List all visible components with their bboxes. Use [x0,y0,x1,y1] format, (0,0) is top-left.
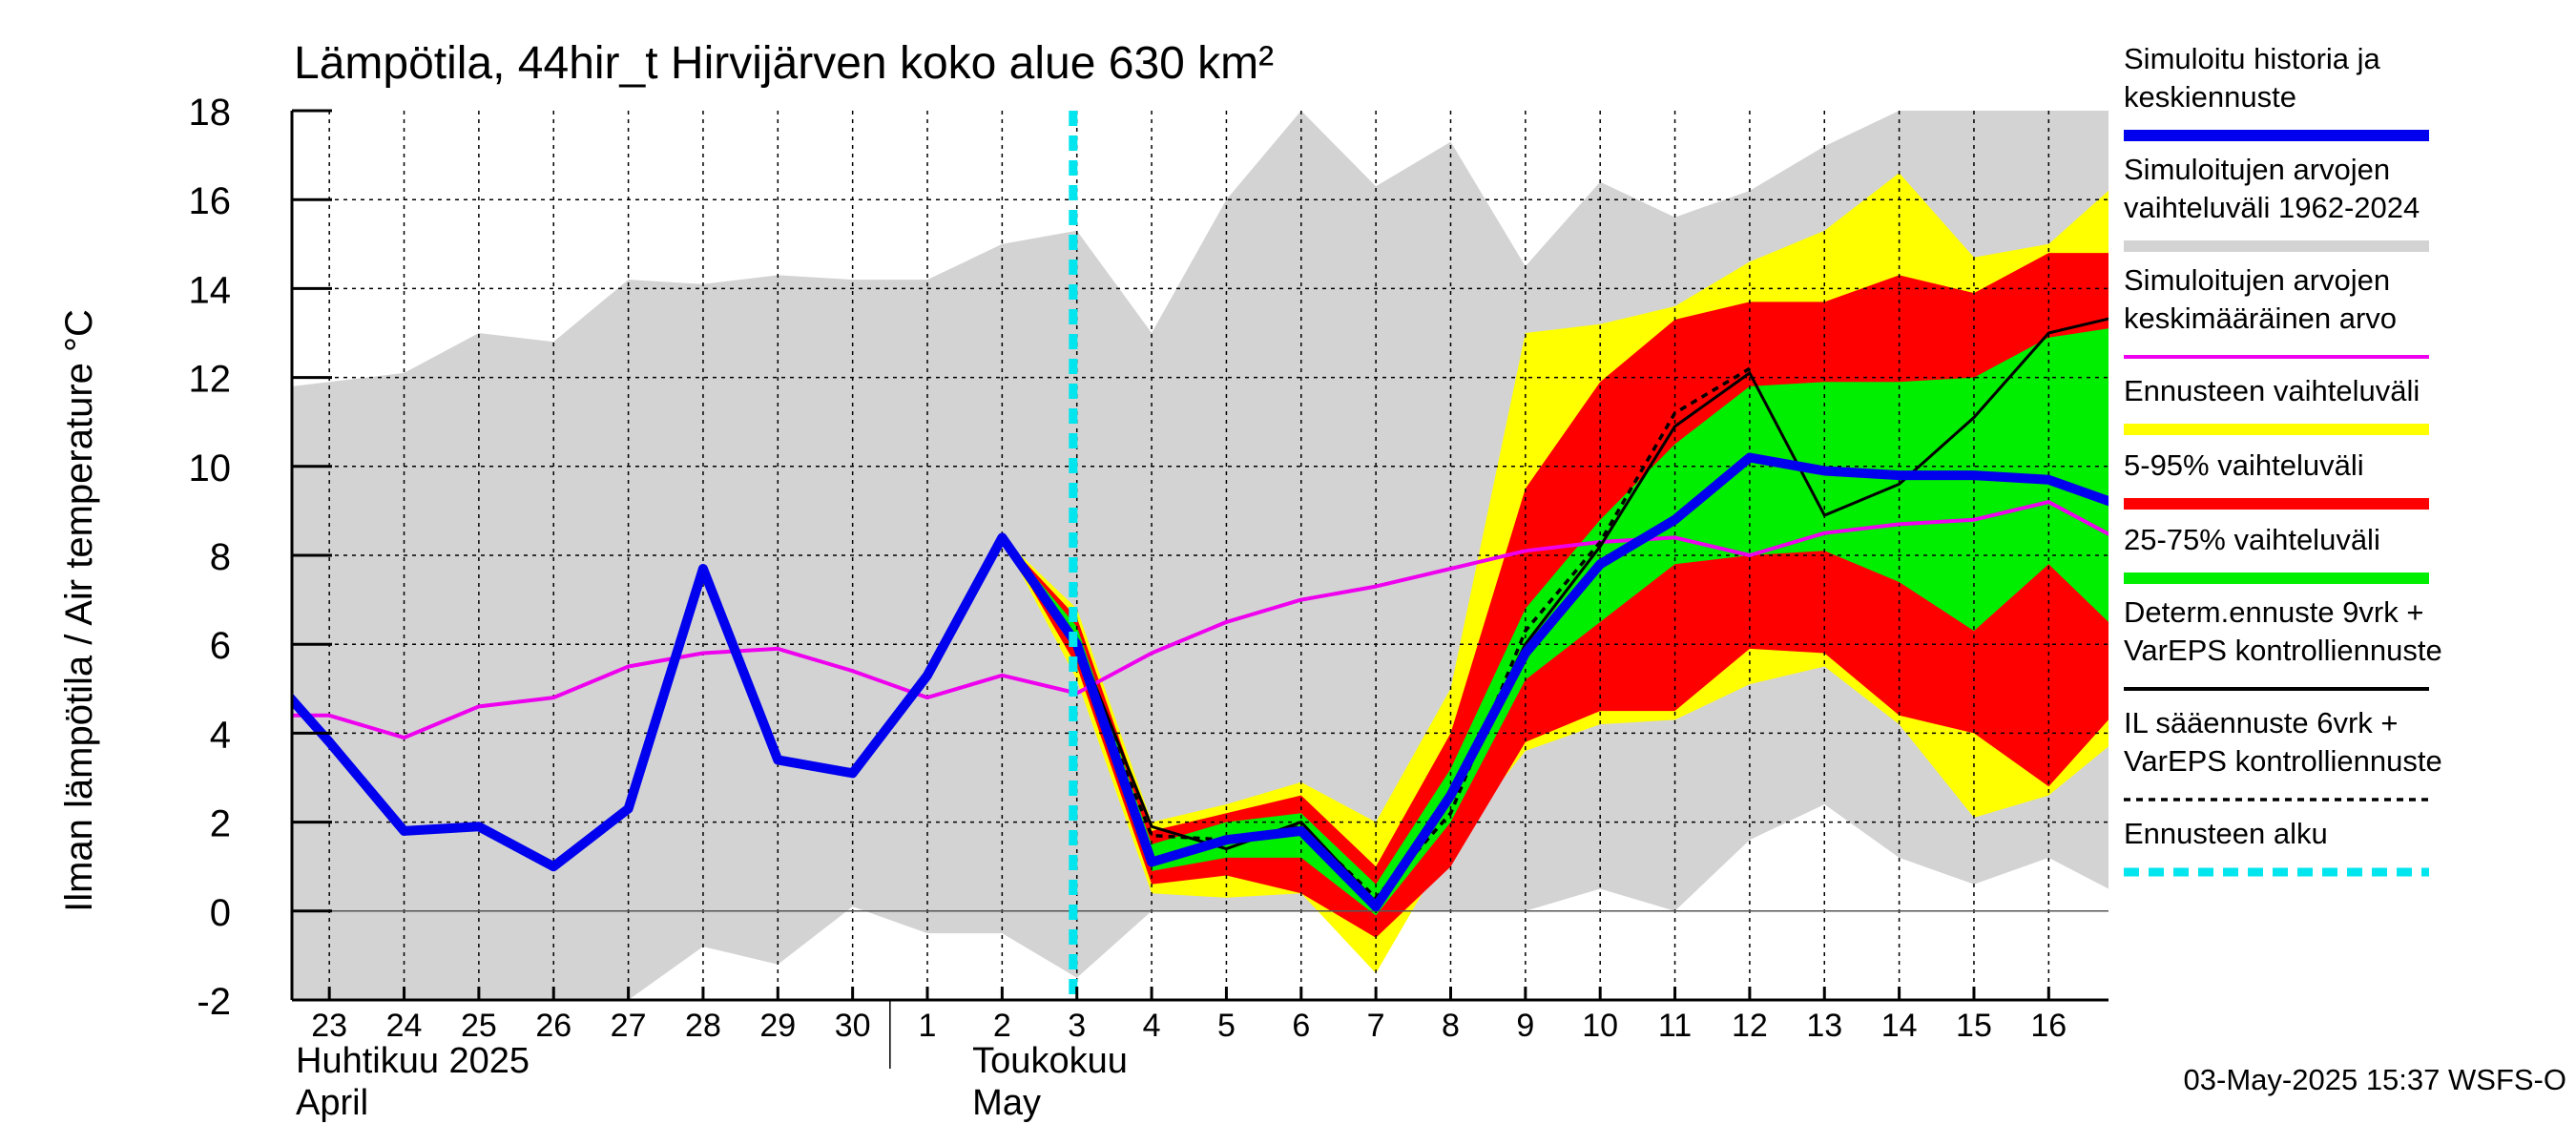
y-tick-label-4: 6 [210,625,231,667]
y-tick-label-8: 14 [189,269,232,311]
x-tick-label-10: 3 [1068,1008,1086,1044]
y-tick-label-7: 12 [189,359,232,401]
y-tick-label-0: -2 [197,981,231,1023]
x-tick-label-12: 5 [1217,1008,1236,1044]
series-line-4 [292,500,2109,740]
x-tick-label-7: 30 [835,1008,871,1044]
y-tick-label-6: 10 [189,448,232,489]
legend-label-2-line2: keskimääräinen arvo [2124,302,2397,335]
legend-label-0-line2: keskiennuste [2124,80,2296,114]
y-tick-label-1: 0 [210,892,231,934]
month-label-0-line1: Huhtikuu 2025 [296,1041,530,1081]
legend-label-6-line1: Determ.ennuste 9vrk + [2124,595,2423,629]
x-tick-label-8: 1 [919,1008,937,1044]
x-tick-label-16: 9 [1516,1008,1534,1044]
series-line-5 [925,317,2109,904]
x-tick-label-18: 11 [1658,1008,1692,1044]
legend-label-2-line1: Simuloitujen arvojen [2124,263,2390,297]
y-axis-label: Ilman lämpötila / Air temperature °C [58,309,100,912]
timestamp-footer: 03-May-2025 15:37 WSFS-O [2184,1063,2566,1096]
x-tick-label-6: 29 [759,1008,796,1044]
legend-label-3-line1: Ennusteen vaihteluväli [2124,374,2420,407]
legend-label-0-line1: Simuloitu historia ja [2124,42,2381,75]
y-tick-label-3: 4 [210,714,231,756]
x-tick-label-17: 10 [1582,1008,1618,1044]
x-tick-label-22: 15 [1956,1008,1992,1044]
x-tick-label-3: 26 [535,1008,571,1044]
y-tick-label-9: 16 [189,180,232,222]
x-tick-label-5: 28 [685,1008,721,1044]
legend-label-5-line1: 25-75% vaihteluväli [2124,523,2380,556]
y-tick-label-10: 18 [189,92,232,134]
legend: Simuloitu historia ja keskiennuste Simuloi… [2124,42,2442,877]
x-tick-label-0: 23 [311,1008,347,1044]
legend-label-4-line1: 5-95% vaihteluväli [2124,448,2364,482]
series-line-6 [925,366,1751,901]
x-tick-label-15: 8 [1442,1008,1460,1044]
x-tick-label-13: 6 [1292,1008,1310,1044]
legend-label-1-line2: vaihteluväli 1962-2024 [2124,191,2420,224]
plot-content [292,111,2109,1000]
y-tick-label-5: 8 [210,536,231,578]
x-tick-label-1: 24 [386,1008,423,1044]
x-tick-label-21: 14 [1881,1008,1918,1044]
x-tick-label-4: 27 [611,1008,647,1044]
series-line-7 [292,452,2109,912]
x-tick-label-23: 16 [2030,1008,2067,1044]
month-label-0-line2: April [296,1083,368,1123]
x-tick-label-9: 2 [993,1008,1011,1044]
legend-label-6-line2: VarEPS kontrolliennuste [2124,634,2442,667]
y-tick-label-2: 2 [210,803,231,845]
month-label-1-line1: Toukokuu [972,1041,1128,1081]
legend-label-1-line1: Simuloitujen arvojen [2124,153,2390,186]
x-tick-label-2: 25 [461,1008,497,1044]
legend-label-7-line1: IL sääennuste 6vrk + [2124,706,2399,739]
legend-label-8-line1: Ennusteen alku [2124,817,2328,850]
legend-label-7-line2: VarEPS kontrolliennuste [2124,744,2442,778]
month-label-1-line2: May [972,1083,1041,1123]
x-tick-label-14: 7 [1367,1008,1385,1044]
x-tick-label-19: 12 [1732,1008,1768,1044]
x-tick-label-20: 13 [1806,1008,1842,1044]
chart-title: Lämpötila, 44hir_t Hirvijärven koko alue… [294,38,1274,89]
x-tick-label-11: 4 [1143,1008,1161,1044]
